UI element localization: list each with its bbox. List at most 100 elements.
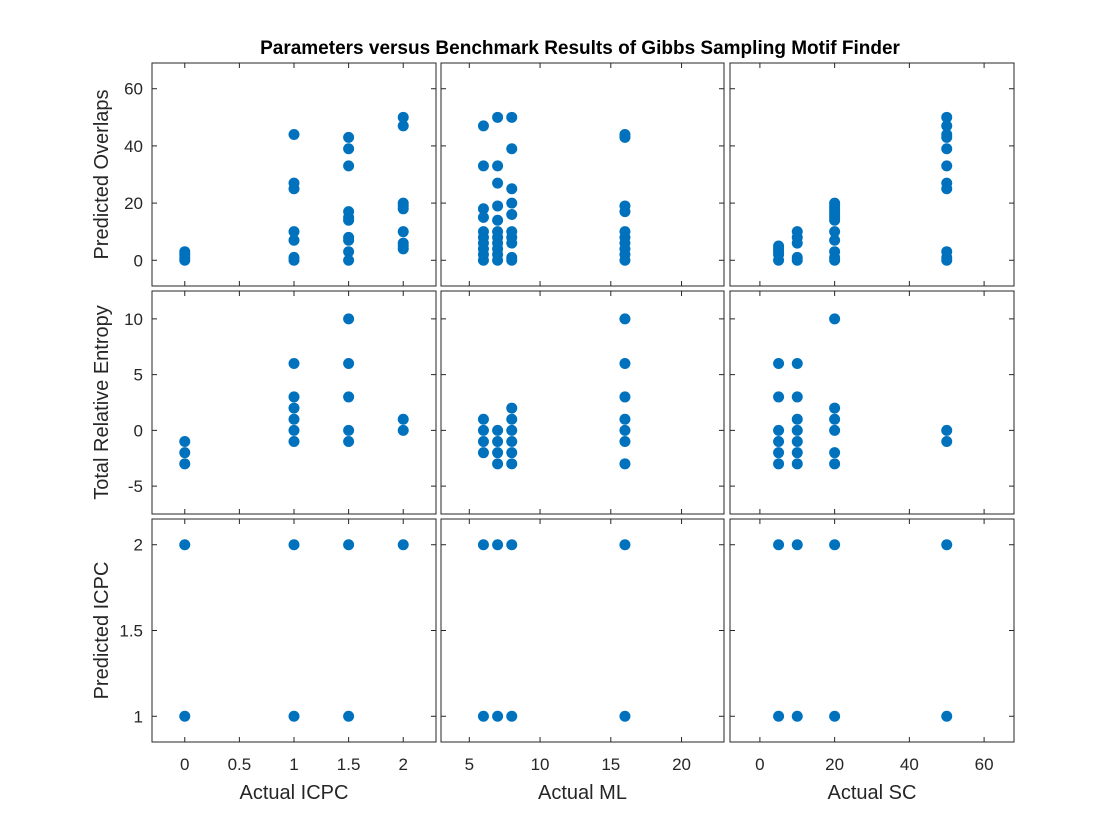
panel-frame	[729, 62, 1015, 287]
data-point	[343, 424, 355, 436]
data-point	[941, 436, 953, 448]
data-point	[492, 214, 504, 226]
data-point	[288, 177, 300, 189]
data-point	[941, 111, 953, 123]
data-point	[179, 436, 191, 448]
data-point	[619, 128, 631, 140]
data-point	[791, 447, 803, 459]
data-point	[619, 391, 631, 403]
data-point	[343, 143, 355, 155]
data-point	[941, 128, 953, 140]
data-point	[829, 539, 841, 551]
data-point	[791, 357, 803, 369]
x-tick-label: 5	[465, 755, 474, 774]
data-point	[506, 226, 518, 238]
y-tick-label: 20	[124, 194, 143, 213]
data-point	[941, 539, 953, 551]
data-point	[397, 237, 409, 249]
data-point	[941, 710, 953, 722]
data-point	[773, 240, 785, 252]
data-point	[829, 197, 841, 209]
data-point	[288, 424, 300, 436]
data-point	[506, 539, 518, 551]
data-point	[773, 391, 785, 403]
x-axis-label: Actual ICPC	[240, 782, 349, 804]
data-point	[941, 143, 953, 155]
data-point	[477, 710, 489, 722]
data-point	[492, 458, 504, 470]
data-point	[829, 313, 841, 325]
data-point	[829, 234, 841, 246]
x-tick-label: 20	[825, 755, 844, 774]
data-point	[477, 203, 489, 215]
y-axis-label: Predicted Overlaps	[91, 89, 113, 259]
data-point	[179, 246, 191, 258]
data-point	[397, 197, 409, 209]
y-tick-label: 0	[134, 251, 143, 270]
data-point	[941, 177, 953, 189]
data-point	[343, 710, 355, 722]
data-point	[343, 131, 355, 143]
data-point	[343, 160, 355, 172]
data-point	[829, 413, 841, 425]
panel-r1-c2	[729, 290, 1015, 515]
data-point	[179, 710, 191, 722]
data-point	[791, 226, 803, 238]
data-point	[829, 226, 841, 238]
figure-title: Parameters versus Benchmark Results of G…	[260, 38, 900, 59]
data-point	[619, 313, 631, 325]
panel-r0-c1	[440, 62, 725, 287]
data-point	[506, 143, 518, 155]
data-point	[506, 424, 518, 436]
data-point	[619, 458, 631, 470]
data-point	[288, 402, 300, 414]
data-point	[791, 251, 803, 263]
data-point	[179, 447, 191, 459]
data-point	[492, 160, 504, 172]
y-axis-label: Predicted ICPC	[91, 562, 113, 700]
x-tick-label: 0	[180, 755, 189, 774]
data-point	[288, 391, 300, 403]
data-point	[619, 413, 631, 425]
data-point	[506, 402, 518, 414]
data-point	[506, 183, 518, 195]
data-point	[397, 226, 409, 238]
x-tick-label: 0	[755, 755, 764, 774]
data-point	[492, 710, 504, 722]
data-point	[397, 413, 409, 425]
data-point	[477, 424, 489, 436]
data-point	[492, 226, 504, 238]
data-point	[492, 539, 504, 551]
panel-frame	[151, 290, 437, 515]
data-point	[773, 447, 785, 459]
data-point	[829, 246, 841, 258]
data-point	[397, 111, 409, 123]
data-point	[343, 539, 355, 551]
data-point	[791, 458, 803, 470]
data-point	[619, 200, 631, 212]
data-point	[288, 710, 300, 722]
panel-frame	[729, 290, 1015, 515]
data-point	[288, 226, 300, 238]
data-point	[492, 177, 504, 189]
data-point	[477, 436, 489, 448]
x-axis-label: Actual ML	[538, 782, 627, 804]
y-tick-label: 40	[124, 137, 143, 156]
data-point	[506, 710, 518, 722]
data-point	[343, 254, 355, 266]
data-point	[829, 458, 841, 470]
data-point	[343, 206, 355, 218]
data-point	[288, 251, 300, 263]
data-point	[288, 234, 300, 246]
x-tick-label: 1	[289, 755, 298, 774]
data-point	[477, 226, 489, 238]
y-tick-label: 0	[134, 421, 143, 440]
data-point	[773, 710, 785, 722]
x-tick-label: 2	[398, 755, 407, 774]
data-point	[791, 413, 803, 425]
data-point	[343, 357, 355, 369]
data-point	[506, 209, 518, 221]
x-tick-label: 10	[531, 755, 550, 774]
x-axis-label: Actual SC	[828, 782, 917, 804]
